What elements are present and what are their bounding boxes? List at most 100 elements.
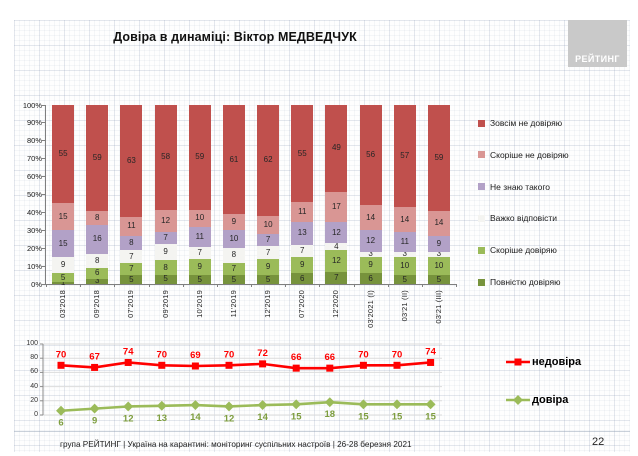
bar-segment-value: 10 [195, 213, 205, 223]
y-tick-mark [42, 211, 45, 213]
bar-segment [86, 210, 109, 225]
bar-segment-value: 7 [129, 263, 134, 273]
bar-segment-value: 15 [58, 238, 68, 248]
legend-label: Скоріше довіряю [490, 245, 557, 256]
bar-segment-value: 8 [231, 250, 237, 260]
line-y-tick-label: 60 [30, 368, 38, 376]
rating-logo-text: РЕЙТИНГ [575, 54, 620, 64]
bar-segment [154, 105, 177, 210]
bar-segment [427, 210, 450, 236]
line-y-tick-label: 100 [26, 340, 38, 347]
bar-segment-value: 59 [434, 152, 444, 162]
y-tick-mark [42, 122, 45, 124]
bar-segment [86, 278, 109, 284]
bar-segment [52, 257, 75, 274]
y-tick-mark [42, 104, 45, 106]
bar-segment [393, 257, 416, 276]
y-tick-label: 10% [26, 261, 42, 271]
bar-segment [325, 243, 348, 251]
bar-segment-value: 59 [195, 152, 205, 162]
bar-segment [257, 105, 280, 216]
bar-segment-value: 11 [127, 221, 136, 231]
y-tick-label: 70% [26, 154, 42, 164]
bar-segment [120, 275, 143, 284]
bar-segment-value: 8 [163, 262, 168, 272]
bar-segment [86, 224, 109, 254]
bar-segment [188, 259, 211, 276]
x-category-label: 07'2019 [126, 290, 136, 318]
bar-segment [427, 235, 450, 252]
legend-color-swatch [478, 151, 485, 159]
bar-segment-value: 7 [129, 251, 134, 261]
y-tick-label: 0% [31, 279, 42, 289]
line-legend-icon [506, 358, 530, 366]
bar-segment [86, 253, 109, 268]
bar-segment-value: 14 [366, 212, 376, 222]
bar-segment [154, 209, 177, 232]
bar-segment [52, 282, 75, 284]
bar-segment-value: 3 [402, 249, 407, 259]
bar-segment-value: 5 [163, 274, 168, 284]
bar-segment-value: 58 [161, 152, 171, 162]
x-tick-mark [80, 284, 82, 287]
y-tick-label: 40% [26, 207, 42, 217]
bar-segment-value: 5 [436, 274, 442, 284]
bar-segment [120, 250, 143, 263]
y-tick-label: 30% [26, 225, 42, 235]
bar-segment-value: 7 [197, 247, 202, 257]
bar-segment [325, 250, 348, 272]
x-category-label: 03'21 (ІІ) [399, 290, 409, 322]
bar-segment [257, 233, 280, 247]
x-category-label: 12'2019 [263, 290, 273, 318]
bar-segment [393, 105, 416, 208]
legend-label: Важко відповісти [490, 213, 557, 224]
bar-segment-value: 5 [197, 274, 202, 284]
bar-segment-value: 17 [331, 201, 341, 211]
bar-segment [291, 257, 314, 274]
bar-segment-value: 7 [265, 247, 271, 257]
y-tick-mark [42, 229, 45, 231]
bar-segment [291, 221, 314, 245]
x-tick-mark [251, 284, 252, 287]
bar-segment-value: 12 [331, 255, 341, 265]
footer-text: група РЕЙТИНГ | Україна на карантині: мо… [60, 440, 412, 449]
line-y-tick-label: 80 [30, 354, 38, 362]
bar-segment [188, 227, 211, 247]
bar-segment-value: 6 [95, 268, 100, 278]
x-category-label: 03'2021 (І) [365, 290, 375, 328]
line-y-tick-label: 20 [30, 396, 38, 404]
bar-segment-value: 3 [368, 249, 373, 259]
bar-segment [120, 105, 143, 217]
bar-segment-value: 7 [163, 232, 168, 242]
bar-segment [188, 246, 211, 260]
bar-segment [393, 275, 416, 284]
bar-segment-value: 6 [300, 273, 305, 283]
bar-segment [359, 251, 382, 258]
bar-segment-value: 61 [229, 154, 239, 164]
bar-segment [120, 262, 143, 276]
bar-segment [222, 214, 245, 231]
x-category-label: 12'2020 [331, 290, 341, 318]
bar-segment-value: 8 [129, 238, 134, 248]
bar-segment [222, 275, 245, 284]
bar-segment [257, 258, 280, 276]
x-category-label: 11'2019 [228, 290, 238, 318]
y-tick-mark [42, 158, 45, 160]
y-tick-label: 60% [26, 172, 42, 182]
bar-segment-value: 15 [58, 211, 68, 221]
y-tick-label: 90% [26, 118, 42, 128]
x-category-label: 03'21 (ІІІ) [433, 290, 443, 324]
bar-segment [427, 105, 450, 211]
bar-segment-value: 11 [298, 207, 307, 217]
line-y-tick-label: 0 [34, 411, 38, 418]
line-legend-label: довіра [532, 394, 569, 406]
bar-segment [325, 271, 348, 284]
bar-chart-y-axis-line [45, 105, 46, 284]
bar-segment [427, 251, 450, 258]
x-tick-mark [114, 284, 116, 287]
bar-segment [52, 273, 75, 283]
line-legend-item: недовіра [506, 355, 581, 369]
bar-segment-value: 59 [92, 152, 102, 162]
bar-segment-value: 62 [263, 155, 273, 165]
bar-segment-value: 9 [60, 260, 66, 270]
